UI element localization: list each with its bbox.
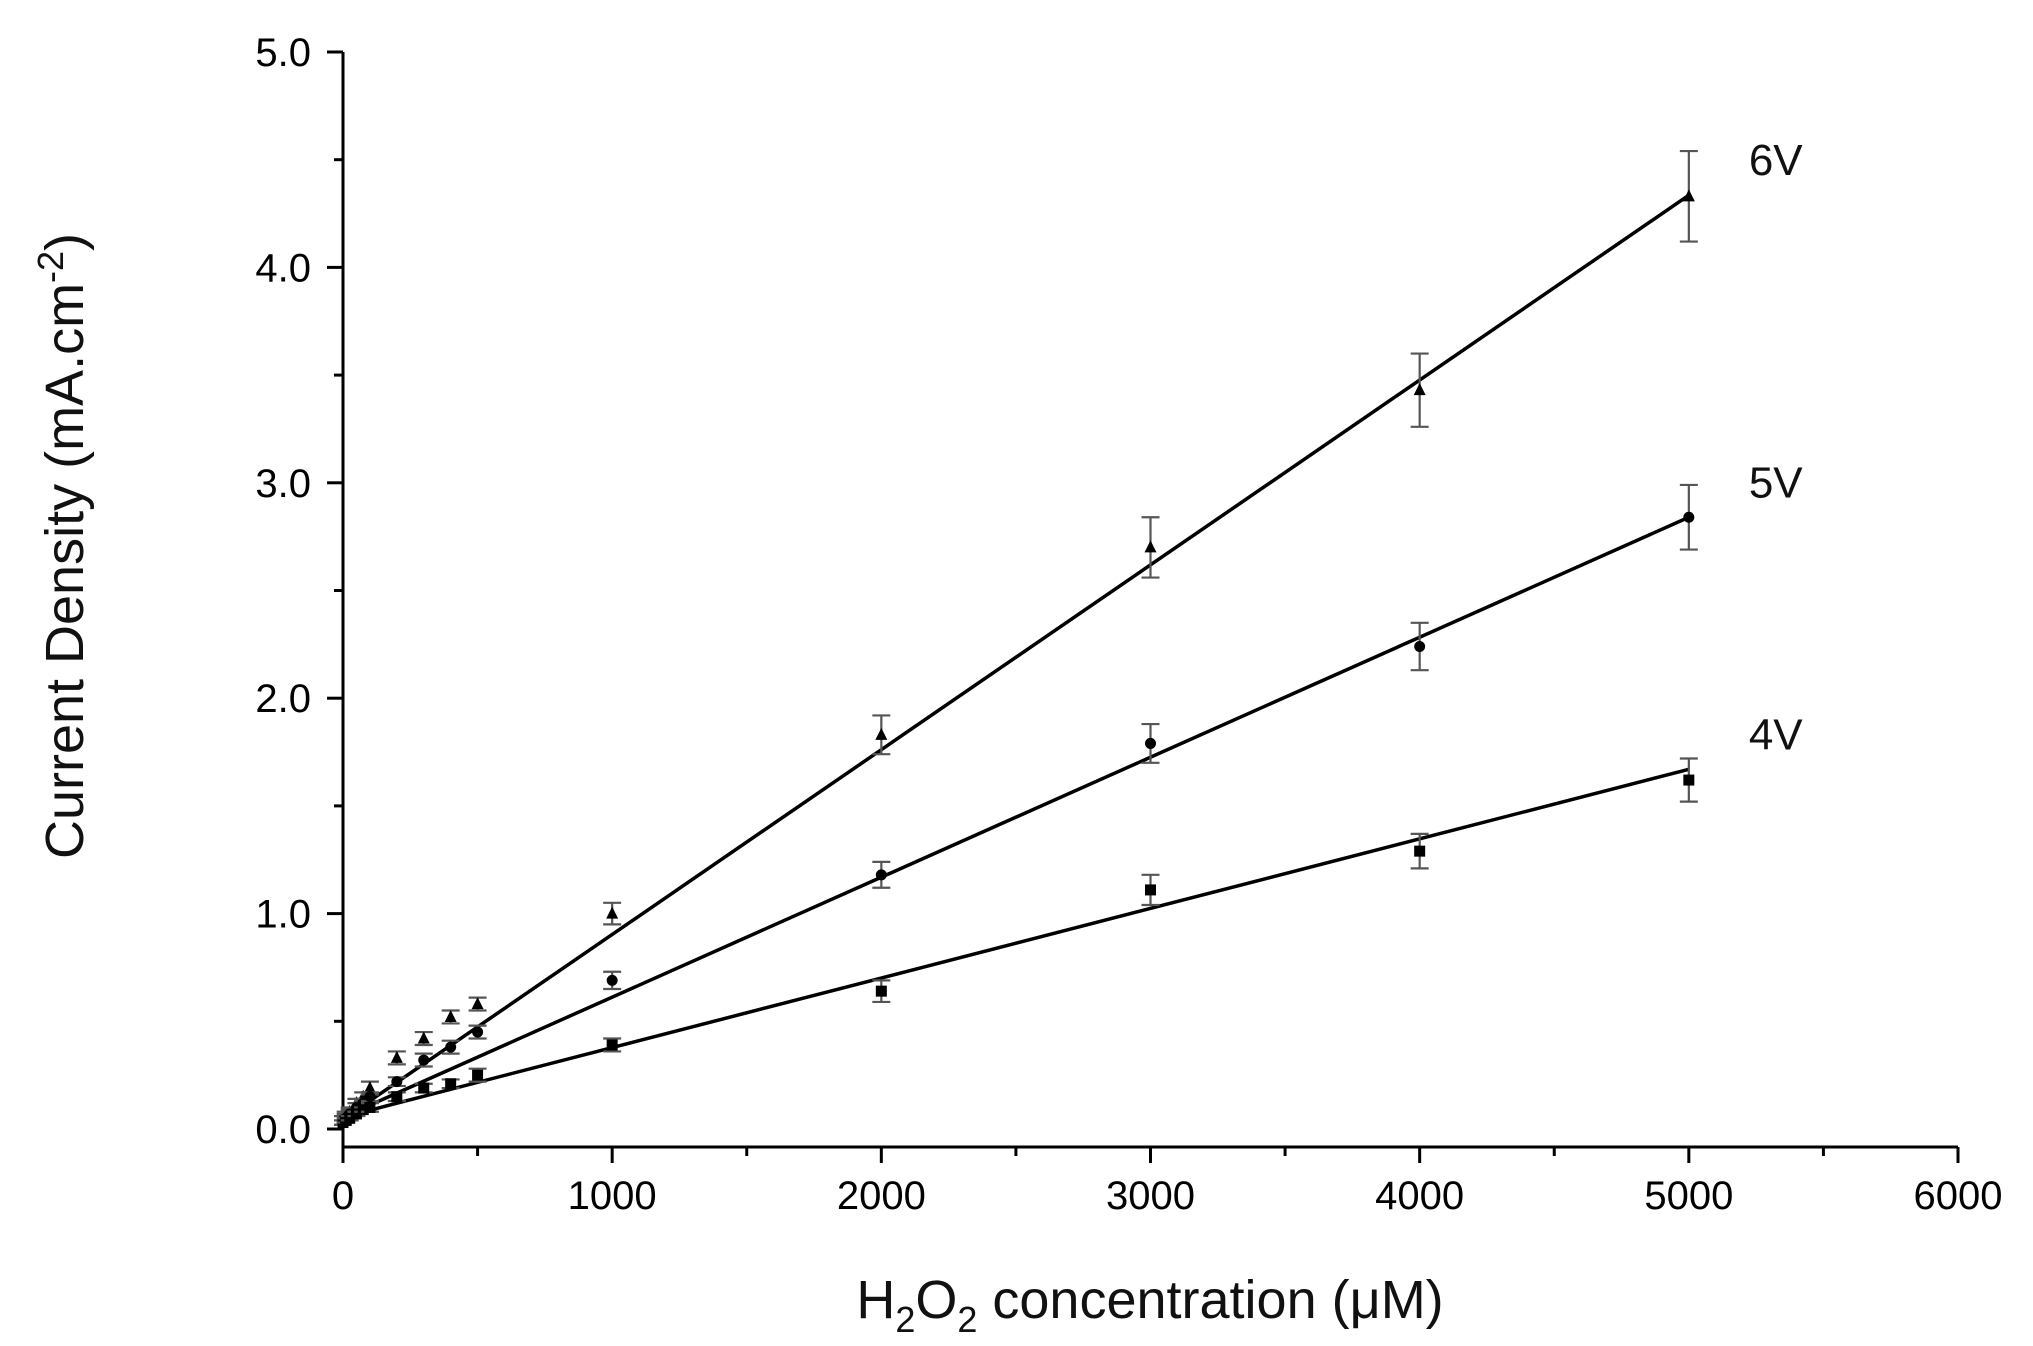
- x-tick-label: 0: [332, 1174, 354, 1218]
- data-point: [363, 1081, 376, 1094]
- data-point: [1145, 737, 1156, 749]
- data-point: [606, 974, 618, 986]
- data-point: [606, 1039, 618, 1051]
- data-point: [875, 727, 888, 740]
- x-tick-label: 6000: [1914, 1174, 2003, 1218]
- x-axis-label: H2O2 concentration (μM): [856, 1270, 1443, 1340]
- y-tick-label: 3.0: [255, 462, 311, 506]
- data-point: [364, 1091, 376, 1103]
- data-point: [875, 985, 887, 997]
- y-tick-label: 2.0: [255, 677, 311, 721]
- x-axis-label-h: H: [856, 1270, 895, 1330]
- data-point: [1144, 540, 1157, 553]
- x-axis-label-sub2: 2: [957, 1299, 977, 1340]
- data-point: [471, 997, 484, 1010]
- series-4V: 4V: [334, 710, 1803, 1129]
- data-point: [606, 906, 619, 919]
- y-axis-label: Current Density (mA.cm-2): [30, 233, 95, 859]
- data-point: [417, 1031, 430, 1044]
- data-point: [391, 1091, 403, 1103]
- y-tick-label: 0.0: [255, 1108, 311, 1152]
- data-point: [418, 1054, 430, 1066]
- y-tick-label: 5.0: [255, 31, 311, 75]
- data-point: [1414, 641, 1426, 653]
- axes: [341, 52, 1958, 1149]
- y-tick-label: 1.0: [255, 893, 311, 937]
- data-point: [418, 1082, 430, 1094]
- series-label-6V: 6V: [1749, 136, 1803, 185]
- x-tick-label: 1000: [568, 1174, 657, 1218]
- data-point: [391, 1076, 403, 1088]
- data-point: [344, 1112, 356, 1124]
- ticks: 0 1000 2000 3000 4000 5000 6000 0.0 1.0 2.0 3.0 4.0…: [255, 31, 2002, 1218]
- data-point: [1683, 774, 1695, 786]
- y-axis-label-close: ): [35, 233, 95, 251]
- data-point: [1414, 845, 1426, 857]
- series-6V: 6V: [334, 136, 1803, 1126]
- fit-line-6V: [342, 193, 1690, 1121]
- data-point: [1682, 189, 1695, 202]
- data-point: [1413, 383, 1426, 396]
- data-point: [472, 1069, 484, 1081]
- data-point: [357, 1104, 369, 1116]
- series-label-5V: 5V: [1749, 458, 1803, 507]
- x-tick-label: 3000: [1106, 1174, 1195, 1218]
- data-point: [445, 1078, 457, 1090]
- data-point: [364, 1101, 376, 1113]
- x-tick-label: 5000: [1644, 1174, 1733, 1218]
- x-tick-label: 4000: [1375, 1174, 1464, 1218]
- fit-line-4V: [342, 767, 1690, 1119]
- x-axis-label-sub1: 2: [895, 1299, 915, 1340]
- data-point: [390, 1050, 403, 1063]
- series-layer: 6V 5V 4V: [334, 136, 1803, 1129]
- x-tick-label: 2000: [837, 1174, 926, 1218]
- series-5V: 5V: [334, 458, 1803, 1126]
- y-axis-label-superscript: -2: [30, 251, 71, 283]
- y-tick-label: 4.0: [255, 246, 311, 290]
- x-axis-label-o: O: [915, 1270, 957, 1330]
- data-point: [445, 1041, 457, 1053]
- data-point: [444, 1009, 457, 1022]
- fit-line-5V: [342, 515, 1690, 1119]
- data-point: [472, 1026, 484, 1038]
- data-point: [350, 1108, 362, 1120]
- x-axis-label-rest: concentration (μM): [977, 1270, 1443, 1330]
- y-axis-label-text: Current Density (mA.cm: [35, 283, 95, 859]
- data-point: [875, 869, 887, 881]
- data-point: [1145, 884, 1156, 896]
- data-point: [1683, 511, 1695, 523]
- series-label-4V: 4V: [1749, 710, 1803, 759]
